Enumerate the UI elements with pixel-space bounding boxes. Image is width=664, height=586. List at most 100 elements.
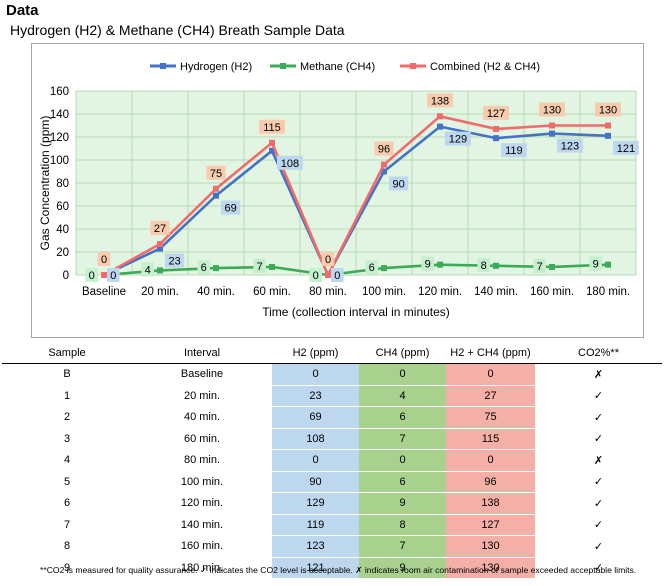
data-table: Sample Interval H2 (ppm) CH4 (ppm) H2 + CH4 …: [2, 343, 662, 579]
legend-marker: [410, 63, 416, 69]
data-label-bg: [97, 252, 111, 266]
data-label: 130: [543, 105, 561, 117]
data-label: 115: [263, 122, 281, 134]
cell-co2: ✓: [535, 492, 662, 515]
data-label-bg: [501, 143, 527, 158]
y-tick-label: 20: [56, 247, 69, 259]
data-label: 121: [617, 143, 635, 155]
header-co2: CO2%**: [535, 343, 662, 364]
x-tick-label: 180 min.: [586, 286, 630, 298]
cell-h2: 0: [272, 363, 359, 386]
table-header-row: Sample Interval H2 (ppm) CH4 (ppm) H2 + CH4 …: [2, 343, 662, 364]
cell-combined: 130: [446, 556, 535, 579]
cell-interval: 100 min.: [132, 470, 272, 493]
data-point: [157, 240, 163, 247]
table-row: 5 100 min. 90 6 96 ✓: [2, 470, 662, 493]
cell-sample: 7: [2, 513, 132, 536]
data-label: 75: [210, 168, 222, 180]
data-label-bg: [150, 220, 170, 235]
cell-sample: 2: [2, 406, 132, 429]
cell-ch4: 9: [359, 492, 446, 515]
cell-combined: 130: [446, 535, 535, 558]
header-ch4: CH4 (ppm): [359, 343, 446, 364]
data-label: 130: [599, 105, 617, 117]
data-label: 7: [537, 261, 543, 273]
cell-interval: 120 min.: [132, 492, 272, 515]
data-label-bg: [539, 102, 565, 117]
data-label-bg: [389, 176, 409, 191]
data-label: 0: [313, 270, 319, 282]
data-label-bg: [477, 257, 490, 272]
x-tick-label: 40 min.: [197, 286, 235, 298]
data-label-bg: [197, 260, 210, 275]
data-label-bg: [421, 256, 434, 271]
data-point: [493, 135, 499, 142]
cell-interval: 180 min.: [132, 556, 272, 579]
cell-co2: ✓: [535, 513, 662, 536]
data-label: 27: [154, 223, 166, 235]
table-body: B Baseline 0 0 0 ✗ 1 20 min. 23 4 27 ✓ 2 40 min. 69 6 75…: [2, 363, 662, 579]
cell-h2: 123: [272, 535, 359, 558]
data-label: 23: [168, 256, 180, 268]
data-label-bg: [107, 268, 120, 282]
x-tick-label: 140 min.: [474, 286, 518, 298]
data-point: [213, 185, 219, 192]
cell-sample: 1: [2, 384, 132, 407]
cell-interval: 20 min.: [132, 384, 272, 407]
cell-combined: 127: [446, 513, 535, 536]
cell-interval: 80 min.: [132, 449, 272, 472]
data-point: [381, 161, 387, 168]
y-tick-label: 60: [56, 201, 69, 213]
x-tick-label: Baseline: [82, 286, 126, 298]
cell-sample: 4: [2, 449, 132, 472]
data-point: [269, 263, 275, 270]
cell-h2: 108: [272, 427, 359, 450]
data-label-bg: [321, 252, 335, 266]
y-tick-label: 120: [50, 132, 69, 144]
data-label: 129: [449, 134, 467, 146]
legend-label: Methane (CH4): [300, 61, 375, 73]
x-axis-title: Time (collection interval in minutes): [262, 305, 450, 319]
data-label: 0: [89, 270, 95, 282]
cell-combined: 0: [446, 363, 535, 386]
x-tick-label: 100 min.: [362, 286, 406, 298]
data-point: [549, 122, 555, 129]
cell-interval: 40 min.: [132, 406, 272, 429]
page-heading: Data: [6, 2, 39, 19]
data-label-bg: [221, 200, 241, 215]
data-label-bg: [533, 258, 546, 273]
cell-ch4: 8: [359, 513, 446, 536]
data-label-bg: [309, 268, 322, 282]
data-point: [213, 192, 219, 199]
cell-combined: 27: [446, 384, 535, 407]
y-tick-label: 80: [56, 178, 69, 190]
data-point: [493, 262, 499, 269]
data-label: 90: [392, 179, 404, 191]
data-point: [437, 261, 443, 268]
data-label-bg: [613, 140, 639, 155]
cell-combined: 0: [446, 449, 535, 472]
data-label-bg: [206, 165, 226, 180]
data-point: [157, 267, 163, 274]
data-point: [493, 125, 499, 132]
data-label: 0: [325, 254, 331, 266]
cell-co2: ✓: [535, 535, 662, 558]
header-combined: H2 + CH4 (ppm): [446, 343, 535, 364]
data-label-bg: [365, 260, 378, 275]
table-row: 7 140 min. 119 8 127 ✓: [2, 513, 662, 536]
data-label: 6: [369, 262, 375, 274]
table-row: 3 60 min. 108 7 115 ✓: [2, 427, 662, 450]
cell-ch4: 6: [359, 470, 446, 493]
data-label-bg: [483, 105, 509, 120]
cell-combined: 75: [446, 406, 535, 429]
data-label-bg: [85, 268, 98, 282]
data-label: 8: [481, 260, 487, 272]
data-point: [549, 263, 555, 270]
legend-marker: [280, 63, 286, 69]
cell-interval: 160 min.: [132, 535, 272, 558]
cell-sample: 6: [2, 492, 132, 515]
cell-h2: 69: [272, 406, 359, 429]
y-tick-label: 40: [56, 224, 69, 236]
x-tick-label: 120 min.: [418, 286, 462, 298]
data-point: [381, 168, 387, 175]
